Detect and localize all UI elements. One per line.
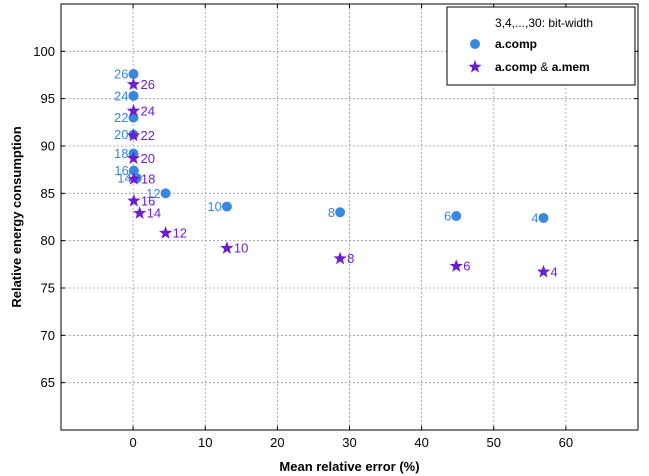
- y-axis-label: Relative energy consumption: [9, 126, 24, 307]
- star-point-label: 6: [463, 259, 470, 274]
- circle-point-label: 22: [114, 110, 128, 125]
- x-axis-label: Mean relative error (%): [279, 459, 419, 474]
- star-point-label: 8: [347, 251, 354, 266]
- x-tick-label: 10: [198, 435, 212, 450]
- circle-point-label: 6: [444, 209, 451, 224]
- legend-item-label-part: &: [537, 60, 548, 74]
- star-point-label: 24: [140, 103, 154, 118]
- star-point-label: 10: [234, 241, 248, 256]
- data-marks: [126, 69, 551, 278]
- x-tick-label: 20: [270, 435, 284, 450]
- star-point: [127, 193, 141, 207]
- y-tick-label: 75: [41, 281, 55, 296]
- star-point: [126, 128, 141, 142]
- x-tick-label: 30: [342, 435, 356, 450]
- circle-point-label: 18: [114, 146, 128, 161]
- x-tick-label: 60: [559, 435, 573, 450]
- circle-point: [128, 69, 139, 80]
- circle-point: [538, 212, 549, 223]
- star-point: [158, 226, 173, 239]
- circle-point-label: 20: [114, 127, 128, 142]
- circle-point-label: 16: [114, 163, 128, 178]
- circle-point-label: 8: [328, 205, 335, 220]
- y-tick-label: 85: [41, 186, 55, 201]
- star-point-label: 16: [141, 193, 155, 208]
- circle-point: [335, 207, 346, 218]
- star-point: [126, 151, 141, 164]
- star-point: [132, 206, 147, 219]
- y-tick-label: 80: [41, 233, 55, 248]
- legend-item-label-part: a.mem: [548, 60, 589, 74]
- circle-point: [128, 90, 139, 101]
- circle-point-label: 12: [146, 186, 160, 201]
- x-tick-label: 50: [487, 435, 501, 450]
- circle-point-label: 14: [117, 171, 131, 186]
- star-point: [449, 259, 463, 272]
- y-tick-label: 95: [41, 91, 55, 106]
- circle-point-label: 24: [114, 88, 128, 103]
- star-point-label: 22: [140, 128, 154, 143]
- circle-point: [160, 188, 171, 199]
- x-tick-label: 40: [414, 435, 428, 450]
- y-tick-label: 90: [41, 139, 55, 154]
- star-point: [220, 241, 234, 254]
- star-point: [333, 251, 347, 265]
- axis-ticks: 0 10 20 30 40 50 60 65 70 75 80 85 90 95 100: [33, 4, 638, 450]
- legend-item-label: a.comp: [495, 37, 537, 51]
- star-point: [126, 77, 141, 91]
- circle-point-label: 26: [114, 67, 128, 82]
- x-tick-label: 0: [130, 435, 137, 450]
- star-point-label: 26: [140, 77, 154, 92]
- y-tick-label: 100: [33, 44, 55, 59]
- star-point: [126, 103, 141, 117]
- legend-item-label: a.comp & a.mem: [495, 60, 590, 74]
- star-point: [127, 172, 141, 185]
- legend-circle-marker: [470, 39, 480, 49]
- circle-point: [451, 211, 462, 222]
- star-point-label: 18: [141, 172, 155, 187]
- circle-point-label: 4: [531, 210, 538, 225]
- legend-title: 3,4,...,30: bit-width: [495, 16, 593, 30]
- star-point-label: 14: [147, 206, 161, 221]
- star-point-label: 20: [140, 151, 154, 166]
- star-point-label: 12: [173, 226, 187, 241]
- legend-star-marker: [468, 60, 482, 73]
- circle-point-label: 10: [207, 199, 221, 214]
- circle-point: [128, 165, 139, 176]
- y-tick-label: 70: [41, 328, 55, 343]
- circle-point: [221, 201, 232, 212]
- legend-item-label-part: a.comp: [495, 60, 537, 74]
- y-tick-label: 65: [41, 375, 55, 390]
- circle-point: [128, 112, 139, 123]
- star-point: [536, 264, 551, 278]
- star-point-label: 4: [551, 264, 558, 279]
